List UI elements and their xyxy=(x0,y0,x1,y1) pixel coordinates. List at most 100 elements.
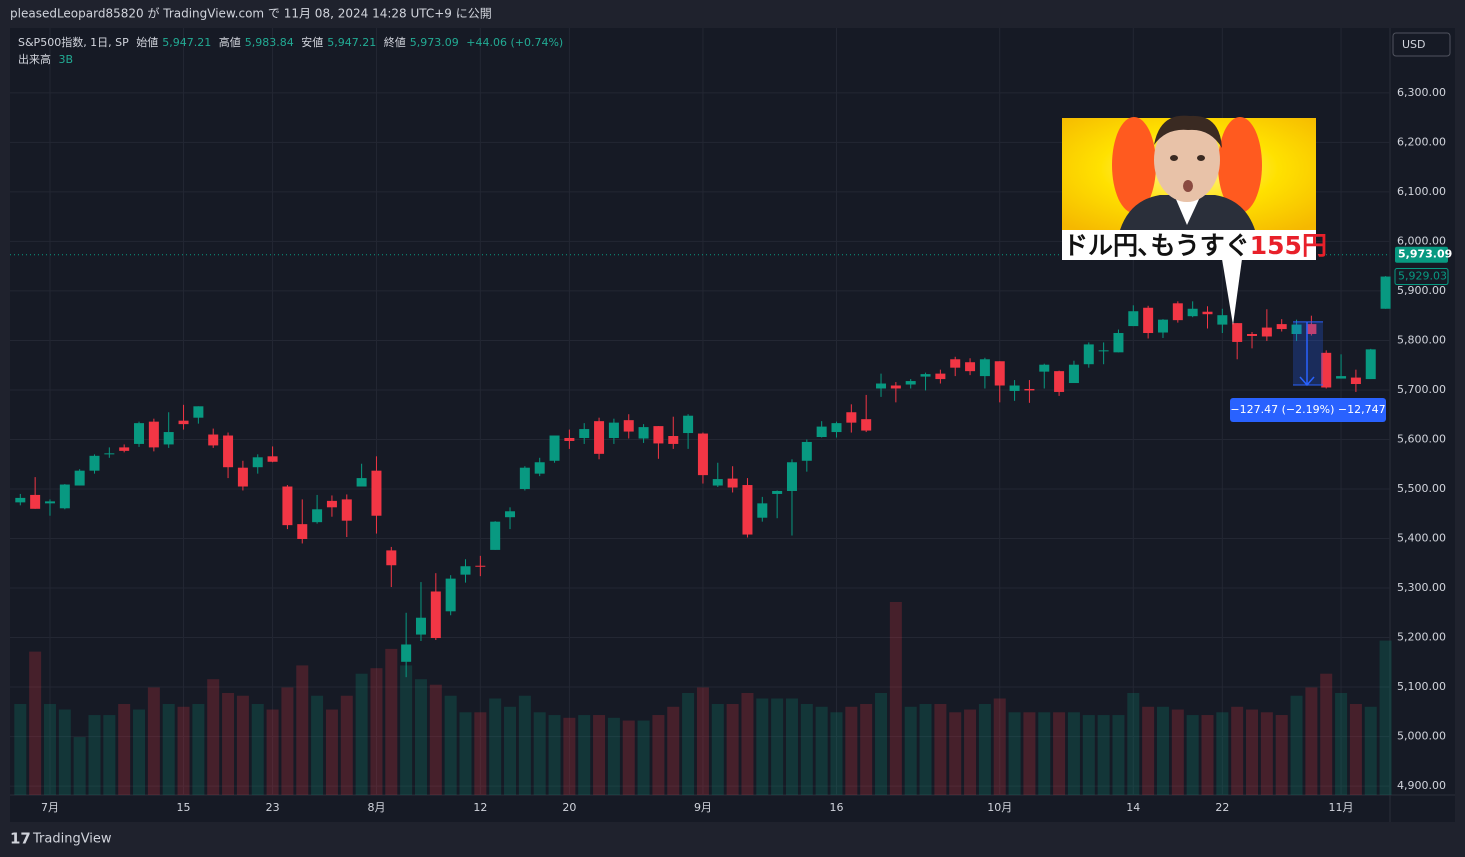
candle-body xyxy=(1217,315,1228,325)
volume-bar xyxy=(1320,673,1333,795)
candle-body xyxy=(134,423,145,444)
measure-label-bg xyxy=(1230,398,1386,422)
candle-body xyxy=(876,383,887,389)
publish-info: pleasedLeopard85820 が TradingView.com で … xyxy=(10,6,492,21)
caption-text: ドル円､もうすぐ xyxy=(1063,231,1250,260)
volume-bar xyxy=(1216,712,1229,795)
candle-body xyxy=(786,462,797,491)
volume-bar xyxy=(1023,712,1036,795)
low-value: 5,947.21 xyxy=(327,36,377,49)
volume-bar xyxy=(741,692,754,795)
x-tick-label: 7月 xyxy=(41,801,59,814)
candle-body xyxy=(1291,324,1302,335)
eye xyxy=(1170,155,1178,161)
candle-body xyxy=(44,501,55,504)
volume-bar xyxy=(696,687,709,795)
y-tick-label: 5,000.00 xyxy=(1397,730,1446,743)
candle-body xyxy=(341,499,352,521)
volume-bar xyxy=(800,704,813,795)
volume-bar xyxy=(162,704,175,795)
volume-bar xyxy=(667,706,680,795)
volume-bar xyxy=(964,709,977,795)
candle-body xyxy=(430,591,441,639)
volume-bar xyxy=(934,704,947,795)
candle-body xyxy=(1232,323,1243,342)
volume-bar xyxy=(548,715,561,795)
candle-body xyxy=(415,617,426,635)
volume-bar xyxy=(682,692,695,795)
volume-bar xyxy=(563,717,576,795)
y-tick-label: 6,300.00 xyxy=(1397,86,1446,99)
hair xyxy=(1154,115,1222,148)
candle-body xyxy=(594,421,605,454)
open-value: 5,947.21 xyxy=(162,36,212,49)
x-tick-label: 16 xyxy=(830,801,844,814)
x-tick-label: 23 xyxy=(266,801,280,814)
low-label: 安値 xyxy=(301,36,324,49)
candle-body xyxy=(89,455,100,471)
candle-body xyxy=(1009,385,1020,391)
volume-bar xyxy=(103,715,116,795)
y-tick-label: 5,200.00 xyxy=(1397,631,1446,644)
volume-bar xyxy=(1246,709,1259,795)
volume-bar xyxy=(43,704,56,795)
candle-body xyxy=(1202,311,1213,315)
candle-body xyxy=(994,361,1005,386)
logo-mark: 𝟭𝟳 xyxy=(10,830,31,848)
volume-bar xyxy=(1349,704,1362,795)
volume-bar xyxy=(607,717,620,795)
candle-body xyxy=(1321,352,1332,388)
candle-body xyxy=(1172,303,1183,321)
volume-bar xyxy=(785,698,798,795)
volume-bar xyxy=(1053,712,1066,795)
y-tick-label: 6,000.00 xyxy=(1397,234,1446,247)
volume-bar xyxy=(1364,706,1377,795)
volume-value: 3B xyxy=(58,53,74,66)
candle-body xyxy=(1306,324,1317,335)
volume-bar xyxy=(815,706,828,795)
high-label: 高値 xyxy=(218,36,241,49)
candle-body xyxy=(1054,371,1065,392)
volume-bar xyxy=(73,737,86,795)
volume-bar xyxy=(1082,715,1095,795)
volume-bar xyxy=(296,665,309,795)
close-value: 5,973.09 xyxy=(409,36,459,49)
candle-body xyxy=(445,578,456,612)
x-tick-label: 12 xyxy=(473,801,487,814)
y-tick-label: 5,800.00 xyxy=(1397,333,1446,346)
last-price-label: 5,973.09 xyxy=(1398,248,1452,261)
currency[interactable]: USD xyxy=(1402,38,1426,51)
y-tick-label: 6,200.00 xyxy=(1397,135,1446,148)
volume-bar xyxy=(207,679,220,795)
candle-body xyxy=(579,429,590,438)
candle-body xyxy=(163,432,174,445)
candle-body xyxy=(757,503,768,518)
candle-body xyxy=(564,437,575,441)
currency-button[interactable] xyxy=(1392,32,1451,57)
volume-bar xyxy=(489,698,502,795)
symbol: S&P500指数, 1日, SP xyxy=(18,36,129,49)
candle-body xyxy=(460,566,471,575)
volume-bar xyxy=(875,692,888,795)
candle-body xyxy=(534,462,545,474)
candle-body xyxy=(950,359,961,368)
face xyxy=(1154,118,1220,202)
volume-bar xyxy=(1186,715,1199,795)
caption-bg xyxy=(1062,230,1316,260)
volume-bar xyxy=(1305,687,1318,795)
x-tick-label: 14 xyxy=(1126,801,1140,814)
volume-bar xyxy=(1260,712,1273,795)
volume-bar xyxy=(192,704,205,795)
volume-bar xyxy=(1275,715,1288,795)
candle-body xyxy=(223,435,234,468)
volume-bar xyxy=(845,706,858,795)
candle-body xyxy=(119,447,130,451)
volume-bar xyxy=(325,709,338,795)
candle-body xyxy=(965,362,976,372)
volume-bar xyxy=(978,704,991,795)
candle-body xyxy=(1113,333,1124,353)
volume-bar xyxy=(1038,712,1051,795)
candle-body xyxy=(1187,308,1198,317)
candle-body xyxy=(1024,388,1035,391)
